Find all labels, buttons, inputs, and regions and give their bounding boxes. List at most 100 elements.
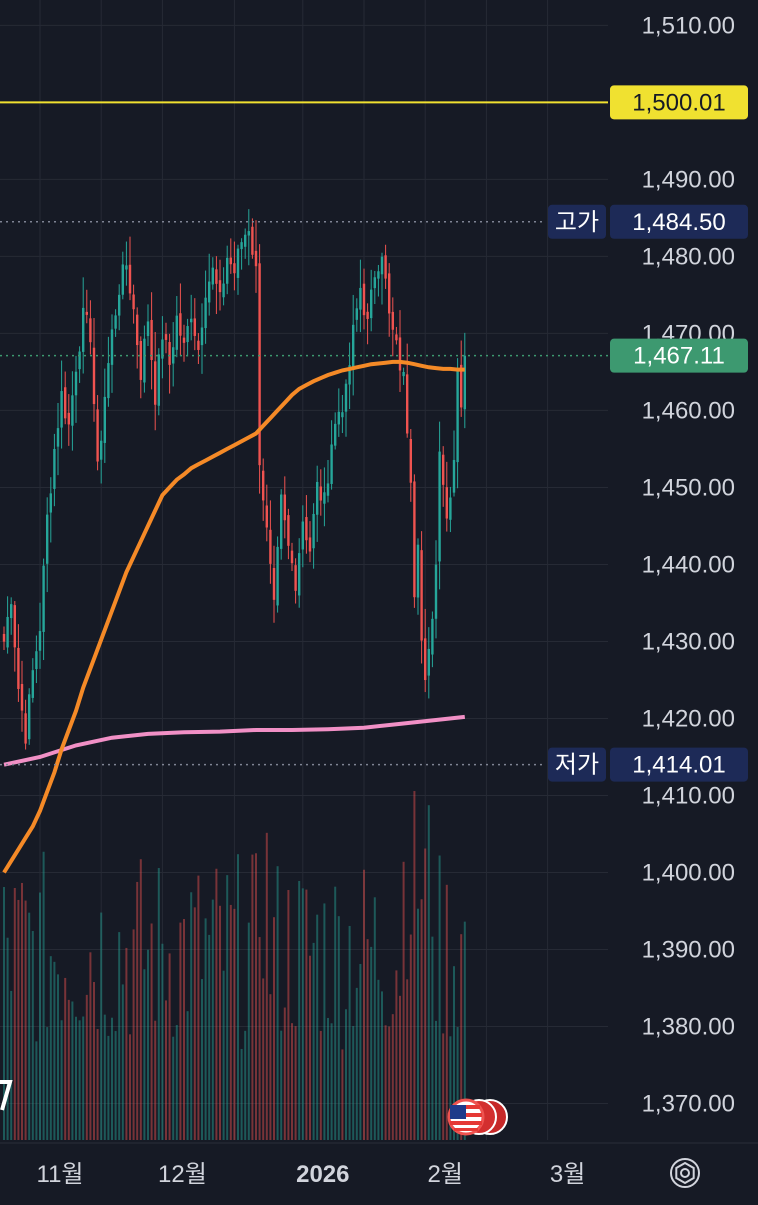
candle: [420, 531, 423, 664]
candle-body: [359, 287, 362, 310]
candle-body: [175, 315, 178, 350]
candle-body: [197, 340, 200, 350]
candle: [100, 430, 103, 484]
candle: [359, 259, 362, 333]
candle-body: [146, 321, 150, 336]
candle: [118, 284, 121, 331]
price-tick-label: 1,480.00: [642, 243, 735, 270]
price-tick-label: 1,440.00: [642, 551, 735, 578]
candle: [280, 489, 283, 560]
candle-body: [182, 337, 186, 343]
candle: [272, 545, 276, 623]
volume-bar: [204, 918, 207, 1140]
candle: [175, 296, 178, 358]
candle-body: [6, 616, 9, 648]
ma-long-line: [3, 714, 466, 767]
volume-bar: [118, 932, 121, 1140]
candle: [20, 660, 24, 732]
candle-body: [262, 470, 265, 501]
candle: [222, 267, 225, 306]
candle-body: [128, 264, 132, 294]
volume-bar: [435, 1020, 437, 1140]
candle-body: [301, 521, 304, 550]
candle: [31, 658, 34, 703]
candle-body: [208, 281, 211, 303]
candle: [316, 465, 319, 542]
volume-bar: [60, 1020, 63, 1140]
candle-body: [96, 409, 99, 462]
low-tag-label[interactable]: 저가: [548, 747, 606, 782]
ma-short-line: [2, 359, 465, 874]
volume-bar: [453, 966, 455, 1140]
volume-bar: [39, 892, 41, 1140]
candle: [200, 303, 204, 374]
candle-body: [373, 277, 376, 289]
volume-bar: [75, 1016, 77, 1140]
candle-body: [251, 226, 254, 255]
volume-bar: [175, 1025, 178, 1140]
volume-bar: [269, 994, 272, 1140]
candle-body: [449, 497, 452, 520]
candle-body: [370, 289, 373, 319]
candle: [442, 446, 445, 507]
candle-body: [326, 483, 330, 496]
volume-bar: [82, 1016, 85, 1140]
candle: [146, 304, 150, 347]
candle-body: [186, 326, 189, 343]
candle: [2, 626, 6, 650]
price-axis[interactable]: 1,510.001,490.001,480.001,470.001,460.00…: [548, 12, 748, 1117]
volume-bar: [341, 1049, 344, 1140]
candle: [64, 371, 67, 425]
candle: [265, 484, 268, 542]
candle: [161, 316, 164, 379]
settings-gear-icon[interactable]: [670, 1158, 700, 1188]
time-axis[interactable]: 11월 12월 2026 2월 3월: [37, 1161, 586, 1188]
volume-bar: [78, 1020, 81, 1140]
candle-body: [380, 256, 384, 275]
volume-bar: [420, 899, 423, 1140]
high-tag-label[interactable]: 고가: [548, 204, 606, 239]
volume-bar: [283, 1007, 286, 1140]
volume-bar: [316, 914, 319, 1140]
candle-body: [38, 631, 42, 651]
candle: [254, 220, 258, 293]
alert-price-tag[interactable]: 1,500.01: [610, 85, 748, 120]
candle: [427, 627, 430, 699]
candle-body: [85, 311, 88, 315]
candle: [56, 403, 60, 476]
candle: [28, 688, 31, 745]
candle: [38, 602, 42, 669]
candle: [334, 412, 337, 450]
high-price-tag[interactable]: 1,484.50: [610, 204, 748, 239]
volume-bar: [427, 805, 430, 1140]
candle-body: [193, 318, 196, 336]
candle: [460, 340, 463, 417]
volume-bar: [165, 1000, 167, 1140]
candle-body: [215, 269, 218, 284]
candle-body: [233, 263, 236, 274]
us-flag-icon[interactable]: [447, 1098, 508, 1136]
candle: [236, 244, 240, 295]
candle-body: [258, 263, 261, 466]
price-tick-label: 1,460.00: [642, 397, 735, 424]
candle-body: [402, 371, 405, 377]
volume-bar: [438, 855, 441, 1140]
volume-bar: [345, 1009, 347, 1140]
candle-body: [323, 492, 326, 504]
candle-body: [56, 428, 60, 447]
volume-bar: [96, 1029, 99, 1140]
candle: [262, 458, 265, 521]
candle: [298, 538, 301, 608]
last-price-tag[interactable]: 1,467.11: [610, 338, 748, 373]
candle: [233, 241, 236, 291]
low-price-tag[interactable]: 1,414.01: [610, 747, 748, 782]
candle-body: [35, 651, 38, 670]
volume-bar: [13, 888, 16, 1140]
candle: [344, 379, 348, 437]
candle-body: [161, 339, 164, 359]
candle-body: [31, 670, 34, 698]
candle-body: [121, 264, 124, 295]
volume-bar: [406, 979, 409, 1140]
